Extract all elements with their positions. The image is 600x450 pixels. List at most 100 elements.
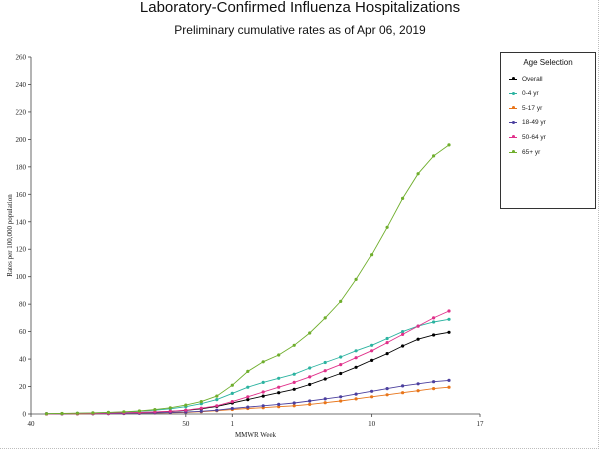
data-point xyxy=(75,411,79,415)
legend-item[interactable]: 65+ yr xyxy=(509,147,540,157)
data-point xyxy=(432,316,436,320)
data-point xyxy=(277,353,281,357)
legend-item[interactable]: 0-4 yr xyxy=(509,89,539,99)
data-point xyxy=(230,383,234,387)
legend-label: 0-4 yr xyxy=(522,90,539,98)
data-point xyxy=(416,172,420,176)
data-point xyxy=(385,387,389,391)
data-point xyxy=(215,404,219,408)
legend-label: Overall xyxy=(522,75,543,83)
data-point xyxy=(416,382,420,386)
data-point xyxy=(308,382,312,387)
data-point xyxy=(246,398,250,402)
legend-item[interactable]: 18-49 yr xyxy=(509,118,546,128)
x-tick-label: 40 xyxy=(28,420,36,428)
legend-title: Age Selection xyxy=(523,58,573,67)
y-tick-label: 140 xyxy=(16,218,27,226)
data-point xyxy=(354,397,358,401)
data-point xyxy=(230,406,234,411)
data-point xyxy=(323,369,327,373)
data-point xyxy=(261,360,265,364)
data-point xyxy=(246,395,250,399)
data-point xyxy=(385,393,389,397)
data-point xyxy=(215,394,219,398)
data-point xyxy=(230,391,234,395)
data-point xyxy=(215,408,219,412)
data-point xyxy=(246,369,250,373)
data-point xyxy=(339,299,343,303)
legend-item[interactable]: Overall xyxy=(509,74,543,84)
legend-swatch xyxy=(509,120,517,124)
legend-item[interactable]: 50-64 yr xyxy=(509,132,546,142)
data-point xyxy=(432,387,436,391)
x-tick-label: 50 xyxy=(182,420,190,428)
data-point xyxy=(168,409,172,413)
data-point xyxy=(323,377,327,381)
data-point xyxy=(401,344,405,348)
data-point xyxy=(277,405,281,409)
data-point xyxy=(323,316,327,320)
legend: Age Selection Overall 0-4 yr 5-17 yr 18-49 … xyxy=(500,52,596,209)
data-point xyxy=(416,389,420,393)
data-point xyxy=(308,366,312,370)
chart-subtitle: Preliminary cumulative rates as of Apr 0… xyxy=(174,23,426,37)
y-tick-label: 180 xyxy=(16,163,27,171)
data-point xyxy=(261,380,265,384)
data-point xyxy=(339,395,343,399)
data-point xyxy=(339,355,343,359)
x-tick-label: 10 xyxy=(368,420,376,428)
data-point xyxy=(447,378,451,382)
legend-swatch xyxy=(509,135,517,139)
x-tick-label: 17 xyxy=(477,420,485,428)
legend-item[interactable]: 5-17 yr xyxy=(509,103,542,113)
data-point xyxy=(277,385,281,389)
y-tick-label: 200 xyxy=(16,136,27,144)
data-point xyxy=(261,394,265,398)
data-point xyxy=(60,411,64,416)
data-point xyxy=(323,401,327,405)
legend-swatch xyxy=(509,77,517,80)
y-tick-label: 80 xyxy=(19,301,27,309)
data-point xyxy=(184,408,188,412)
y-tick-label: 40 xyxy=(19,356,27,364)
data-point xyxy=(401,330,405,334)
data-point xyxy=(137,409,141,413)
data-point xyxy=(277,376,281,380)
data-point xyxy=(385,336,389,341)
data-point xyxy=(308,399,312,403)
y-tick-label: 240 xyxy=(16,81,27,89)
data-point xyxy=(401,391,405,395)
data-point xyxy=(292,343,296,347)
data-point xyxy=(153,410,157,414)
y-tick-label: 20 xyxy=(19,383,27,391)
data-point xyxy=(370,349,374,353)
data-point xyxy=(122,410,126,414)
data-point xyxy=(277,391,281,395)
data-point xyxy=(292,380,296,384)
y-axis-title: Rates per 100,000 population xyxy=(6,194,14,277)
data-point xyxy=(246,385,250,389)
data-point xyxy=(308,375,312,379)
data-point xyxy=(447,330,451,334)
legend-label: 5-17 yr xyxy=(522,104,543,112)
data-point xyxy=(447,143,451,147)
data-point xyxy=(447,309,451,313)
data-point xyxy=(370,343,374,347)
data-point xyxy=(432,333,436,337)
data-point xyxy=(153,408,157,412)
legend-label: 50-64 yr xyxy=(522,133,546,141)
data-point xyxy=(432,154,436,158)
data-point xyxy=(416,337,420,341)
y-tick-label: 60 xyxy=(19,328,27,336)
data-point xyxy=(91,411,95,415)
data-point xyxy=(401,196,405,200)
data-point xyxy=(339,363,343,367)
data-point xyxy=(168,406,172,410)
data-point xyxy=(401,384,405,388)
data-point xyxy=(385,341,389,345)
data-point xyxy=(184,403,188,407)
data-point xyxy=(308,331,312,335)
data-point xyxy=(44,412,49,416)
